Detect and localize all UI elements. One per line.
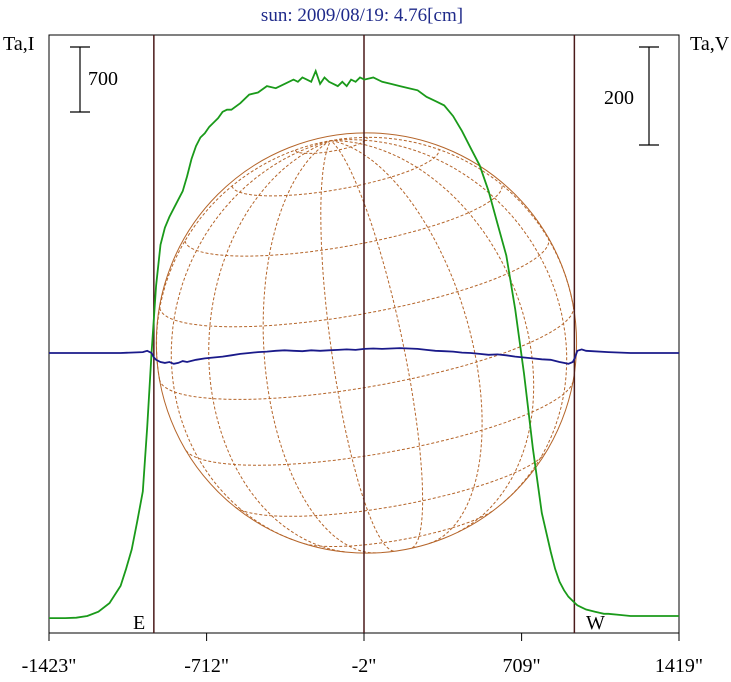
meridian-line bbox=[170, 140, 331, 540]
meridian-line bbox=[330, 140, 483, 544]
x-tick-label: 1419" bbox=[655, 655, 703, 677]
parallel-line bbox=[294, 137, 368, 154]
x-axis-ticks: -1423" -712" -2" 709" 1419" bbox=[22, 633, 703, 677]
east-limb-label: E bbox=[133, 612, 145, 634]
meridian-line bbox=[330, 139, 568, 503]
meridian-line bbox=[262, 140, 376, 554]
parallel-line bbox=[159, 239, 550, 328]
solar-disk-limb bbox=[155, 132, 578, 554]
meridian-line bbox=[320, 140, 394, 552]
limb-lines bbox=[153, 35, 576, 633]
right-axis-label: Ta,V bbox=[690, 33, 730, 55]
right-scale-bar: 200 bbox=[604, 46, 659, 146]
parallel-line bbox=[184, 184, 503, 257]
west-limb-label: W bbox=[586, 612, 605, 634]
meridian-line bbox=[330, 136, 574, 307]
stokes-i-line bbox=[49, 68, 679, 619]
solar-disk-grid bbox=[155, 132, 578, 554]
meridian-line bbox=[330, 140, 535, 533]
left-scale-bar: 700 bbox=[70, 46, 118, 113]
meridian-line bbox=[155, 140, 331, 380]
x-tick-label: -2" bbox=[352, 655, 377, 677]
meridian-line bbox=[330, 140, 424, 549]
series-layer bbox=[49, 68, 679, 619]
left-scale-label: 700 bbox=[88, 68, 118, 90]
parallel-line bbox=[231, 149, 440, 197]
parallel-line bbox=[304, 509, 494, 547]
right-scale-label: 200 bbox=[604, 87, 634, 109]
parallel-line bbox=[235, 452, 547, 517]
x-tick-label: -1423" bbox=[22, 655, 77, 677]
parallel-line bbox=[185, 382, 574, 466]
stokes-v-line bbox=[49, 347, 679, 365]
left-axis-label: Ta,I bbox=[3, 33, 34, 55]
parallel-line bbox=[159, 306, 575, 400]
meridian-line bbox=[208, 140, 345, 553]
chart-title: sun: 2009/08/19: 4.76[cm] bbox=[261, 5, 463, 26]
x-tick-label: 709" bbox=[503, 655, 541, 677]
x-tick-label: -712" bbox=[184, 655, 229, 677]
